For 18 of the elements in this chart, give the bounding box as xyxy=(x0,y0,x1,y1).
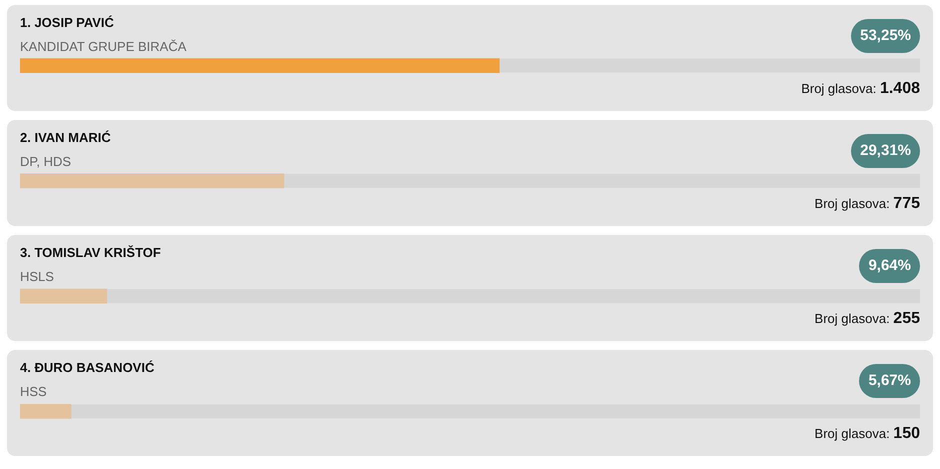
y-tick-label: 1. JOSIP PAVIĆ xyxy=(20,14,114,30)
y-tick-label: 3. TOMISLAV KRIŠTOF xyxy=(20,245,161,260)
y-tick-label: 2. IVAN MARIĆ xyxy=(20,130,111,145)
data-label: 5,67% xyxy=(859,364,920,398)
y-tick-label: 4. ĐURO BASANOVIĆ xyxy=(20,360,154,376)
annotation: HSS xyxy=(20,384,47,400)
annotation: DP, HDS xyxy=(20,154,72,169)
data-label: 9,64% xyxy=(859,249,920,284)
bar xyxy=(20,288,108,304)
annotation: Broj glasova: 255 xyxy=(814,310,920,328)
bar xyxy=(20,404,72,419)
annotation: Broj glasova: 150 xyxy=(814,425,920,444)
annotation: HSLS xyxy=(20,269,54,284)
annotation: Broj glasova: 1.408 xyxy=(801,80,920,98)
annotation: Broj glasova: 775 xyxy=(814,194,920,213)
data-label: 53,25% xyxy=(851,18,920,53)
data-label: 29,31% xyxy=(851,134,920,168)
annotation: KANDIDAT GRUPE BIRAČA xyxy=(20,38,186,54)
